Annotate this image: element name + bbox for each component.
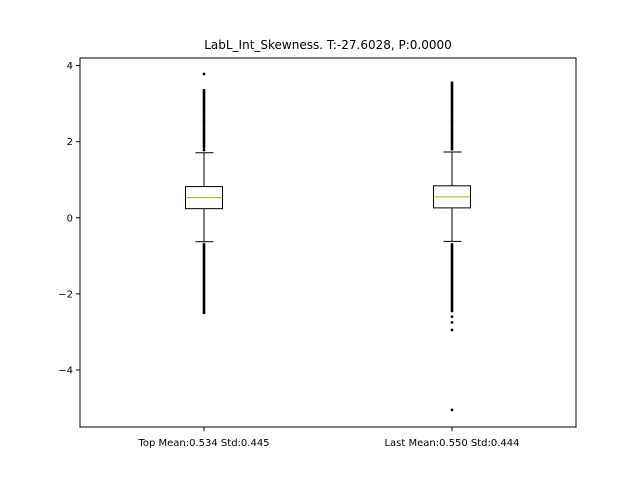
y-tick-label: −2 [58, 289, 73, 300]
outlier-point [450, 328, 454, 332]
chart-title: LabL_Int_Skewness. T:-27.6028, P:0.0000 [204, 38, 452, 52]
y-tick-label: 4 [67, 61, 73, 72]
outlier-point [202, 72, 206, 76]
outlier-point [450, 243, 454, 246]
outlier-point [450, 315, 454, 319]
y-tick-label: 0 [67, 213, 73, 224]
outlier-point [202, 148, 206, 152]
x-tick-label: Last Mean:0.550 Std:0.444 [384, 438, 519, 449]
x-tick-label: Top Mean:0.534 Std:0.445 [137, 438, 269, 449]
outlier-point [450, 81, 454, 85]
plot-area: −4 −2 0 2 4 Top Mean:0.534 Std:0.445 Last Mean… [58, 61, 519, 449]
y-tick-label: 2 [67, 137, 73, 148]
outlier-point [202, 243, 206, 246]
y-tick-label: −4 [58, 365, 73, 376]
outlier-point [450, 408, 454, 412]
axes-frame [79, 57, 577, 428]
outlier-point [450, 320, 454, 324]
outlier-point [202, 88, 206, 92]
